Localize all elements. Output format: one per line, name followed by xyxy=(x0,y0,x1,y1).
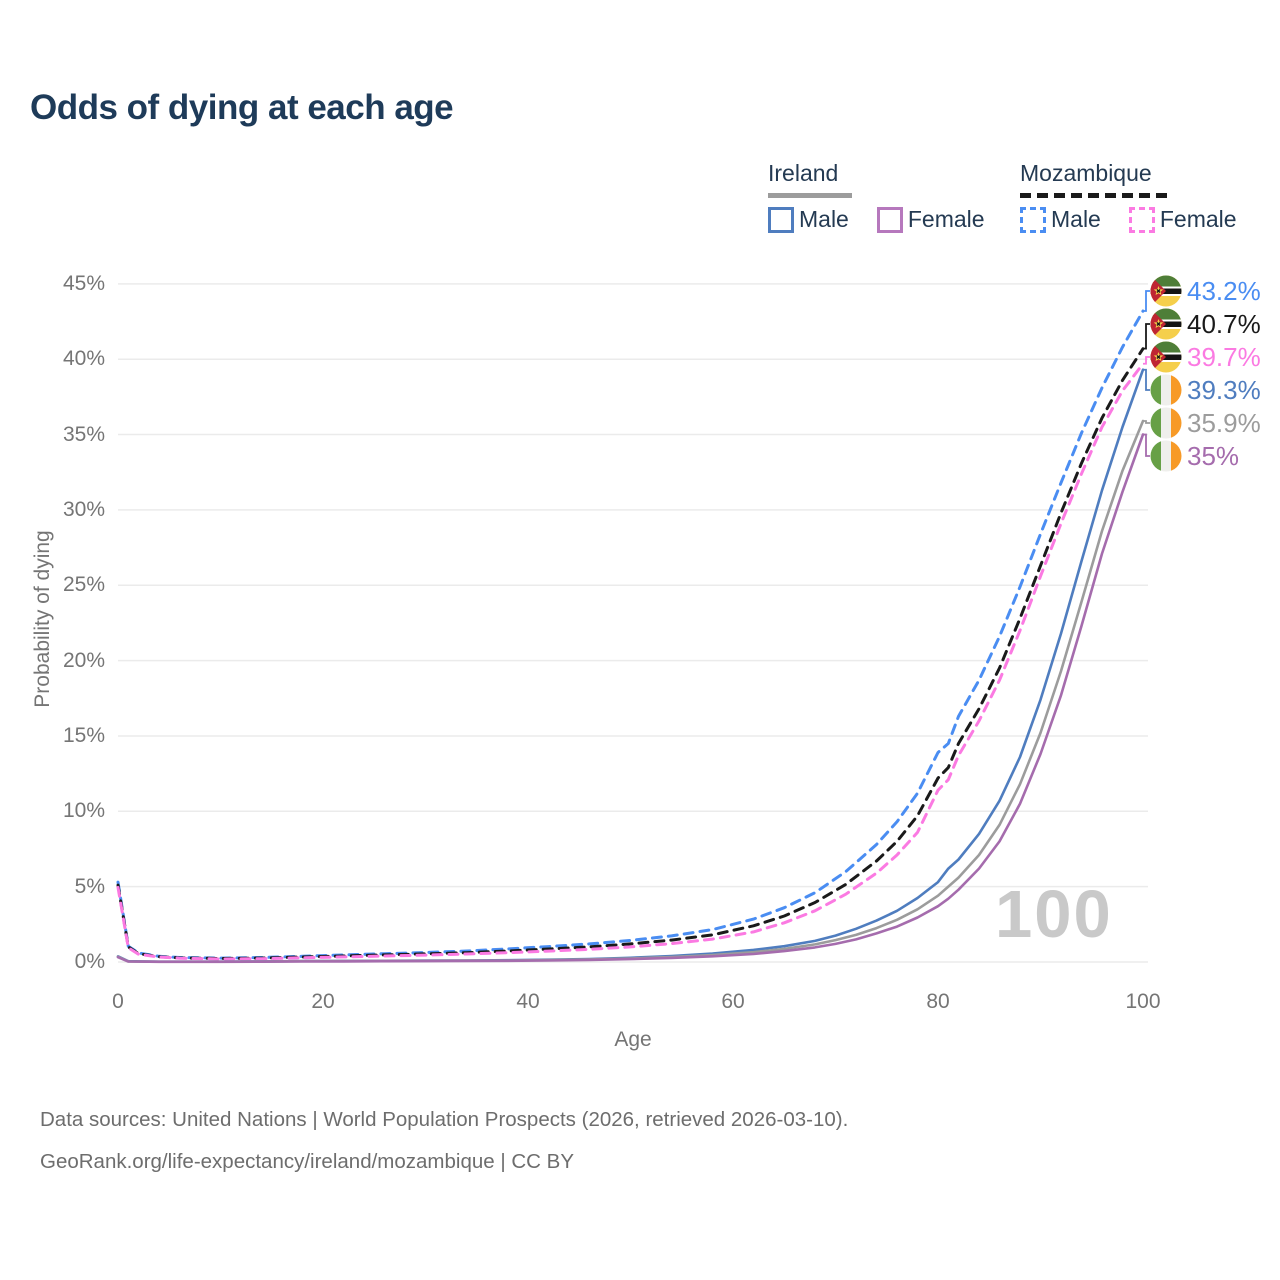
y-axis-title: Probability of dying xyxy=(31,530,54,708)
x-axis-title: Age xyxy=(614,1028,652,1051)
mozambique-flag-icon xyxy=(1150,275,1182,307)
legend-item-ireland-female[interactable]: Female xyxy=(876,206,985,233)
mozambique-female-swatch-icon xyxy=(1128,206,1155,233)
y-tick-10%: 10% xyxy=(62,799,105,823)
end-value: 35.9% xyxy=(1187,407,1261,438)
legend-label: Male xyxy=(799,206,849,232)
end-value: 40.7% xyxy=(1187,308,1261,339)
end-value: 43.2% xyxy=(1187,275,1261,306)
y-tick-25%: 25% xyxy=(62,573,105,597)
end-label-ireland-male: 39.3% xyxy=(1150,374,1261,406)
mozambique-flag-icon xyxy=(1150,308,1182,340)
end-label-mozambique-both-sexes: 40.7% xyxy=(1150,308,1261,340)
connector-ireland-female xyxy=(1143,433,1150,457)
mozambique-line-style-sample xyxy=(1020,193,1170,198)
connector-mozambique-female xyxy=(1143,356,1150,365)
end-value: 35% xyxy=(1187,440,1240,471)
legend-item-ireland-male[interactable]: Male xyxy=(768,206,849,233)
ireland-flag-icon xyxy=(1150,440,1182,472)
x-tick-80: 80 xyxy=(926,990,950,1013)
end-label-mozambique-male: 43.2% xyxy=(1150,275,1261,307)
legend-group-ireland: Ireland Male Female xyxy=(768,160,985,233)
chart-lines[interactable] xyxy=(116,309,1145,964)
page-title: Odds of dying at each age xyxy=(30,88,454,127)
end-label-ireland-female: 35% xyxy=(1150,440,1239,472)
line-mozambique-both-sexes[interactable] xyxy=(116,347,1145,960)
end-value: 39.7% xyxy=(1187,341,1261,372)
connector-mozambique-both-sexes xyxy=(1143,323,1150,350)
ireland-female-swatch-icon xyxy=(876,206,903,233)
line-ireland-male[interactable] xyxy=(116,368,1145,963)
gridlines xyxy=(118,283,1148,963)
x-tick-60: 60 xyxy=(721,990,745,1013)
y-tick-0%: 0% xyxy=(74,950,105,973)
legend-country-mozambique[interactable]: Mozambique xyxy=(1020,160,1152,186)
legend-label: Male xyxy=(1051,206,1101,232)
x-tick-20: 20 xyxy=(311,990,335,1013)
legend-country-ireland[interactable]: Ireland xyxy=(768,160,839,186)
legend-label: Female xyxy=(907,206,985,232)
mozambique-flag-icon xyxy=(1150,341,1182,373)
legend-label: Female xyxy=(1159,206,1237,232)
attribution-note: GeoRank.org/life-expectancy/ireland/moza… xyxy=(40,1150,575,1173)
ireland-flag-icon xyxy=(1150,407,1182,439)
y-tick-15%: 15% xyxy=(62,723,105,747)
y-tick-35%: 35% xyxy=(62,422,105,446)
ireland-male-swatch-icon xyxy=(768,206,794,233)
y-tick-40%: 40% xyxy=(62,347,105,371)
x-tick-0: 0 xyxy=(112,990,124,1013)
mozambique-male-swatch-icon xyxy=(1020,206,1046,233)
legend-item-mozambique-female[interactable]: Female xyxy=(1128,206,1237,233)
line-ireland-both-sexes[interactable] xyxy=(116,419,1145,963)
y-tick-5%: 5% xyxy=(74,874,105,898)
ireland-line-style-sample xyxy=(768,193,852,198)
y-tick-20%: 20% xyxy=(62,648,105,672)
age-watermark: 100 xyxy=(995,877,1113,952)
connector-ireland-both-sexes xyxy=(1143,420,1150,424)
line-ireland-female[interactable] xyxy=(116,433,1145,964)
connector-mozambique-male xyxy=(1143,290,1150,312)
legend-item-mozambique-male[interactable]: Male xyxy=(1020,206,1101,233)
end-label-ireland-both-sexes: 35.9% xyxy=(1150,407,1261,439)
end-label-mozambique-female: 39.7% xyxy=(1150,341,1261,373)
ireland-flag-icon xyxy=(1150,374,1182,406)
x-tick-40: 40 xyxy=(516,990,540,1013)
line-mozambique-male[interactable] xyxy=(116,309,1145,960)
data-sources-note: Data sources: United Nations | World Pop… xyxy=(40,1108,849,1131)
y-tick-30%: 30% xyxy=(62,497,105,521)
connector-ireland-male xyxy=(1143,368,1150,391)
end-label-connectors xyxy=(1143,290,1150,457)
end-value: 39.3% xyxy=(1187,374,1261,405)
y-tick-45%: 45% xyxy=(62,271,105,295)
line-mozambique-female[interactable] xyxy=(116,362,1145,961)
legend-group-mozambique: Mozambique Male Female xyxy=(1020,160,1237,233)
x-tick-100: 100 xyxy=(1125,990,1161,1013)
